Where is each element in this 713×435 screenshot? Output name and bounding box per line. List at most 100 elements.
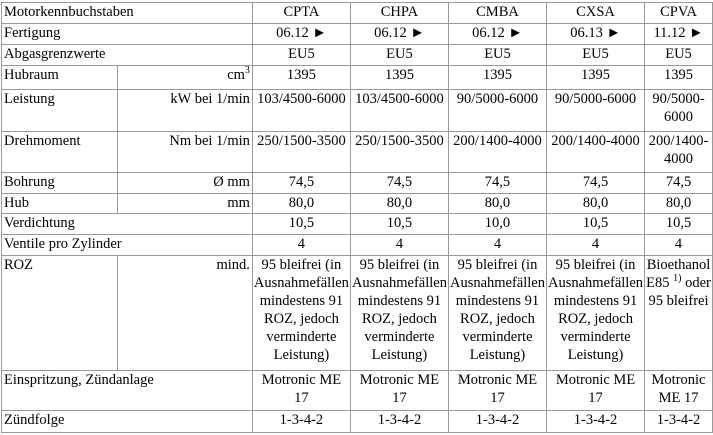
table-row: Hub mm 80,0 80,0 80,0 80,0 80,0 bbox=[1, 193, 713, 214]
row-label: ROZ bbox=[1, 255, 118, 371]
row-label: Ventile pro Zylinder bbox=[1, 234, 253, 256]
table-row: ROZ mind. 95 bleifrei (in Ausnahmefällen m… bbox=[1, 255, 713, 371]
value-cell: 10,5 bbox=[545, 213, 646, 235]
row-label: Drehmoment bbox=[1, 131, 118, 173]
value-cell: 10,5 bbox=[251, 213, 351, 235]
value-cell: 90/5000-6000 bbox=[447, 89, 548, 132]
value-cell: 1-3-4-2 bbox=[349, 410, 449, 433]
fuel-text: Bioethanol E85 bbox=[646, 257, 711, 291]
value-cell: 80,0 bbox=[447, 193, 548, 214]
column-header-cpva: CPVA bbox=[644, 2, 713, 24]
value-cell: 200/1400-4000 bbox=[545, 131, 646, 173]
value-cell: 4 bbox=[447, 234, 548, 256]
value-cell: Motronic ME 17 bbox=[251, 370, 351, 411]
value-cell: 1395 bbox=[644, 65, 713, 90]
row-unit: cm3 bbox=[116, 65, 253, 90]
value-cell: 95 bleifrei (in Ausnahmefällen mindesten… bbox=[545, 255, 646, 371]
footnote-marker: 1) bbox=[673, 273, 682, 285]
row-label: Leistung bbox=[1, 89, 118, 132]
value-cell: EU5 bbox=[545, 44, 646, 66]
row-unit: Nm bei 1/min bbox=[116, 131, 253, 173]
value-cell: 200/1400-4000 bbox=[644, 131, 713, 173]
value-cell: EU5 bbox=[349, 44, 449, 66]
table-row: Bohrung Ø mm 74,5 74,5 74,5 74,5 74,5 bbox=[1, 172, 713, 194]
value-cell: 10,5 bbox=[644, 213, 713, 235]
value-cell: 10,0 bbox=[447, 213, 548, 235]
fuel-alt-text: oder 95 bleifrei bbox=[648, 275, 711, 309]
value-cell: 95 bleifrei (in Ausnahmefällen mindesten… bbox=[251, 255, 351, 371]
value-cell: 1395 bbox=[545, 65, 646, 90]
value-cell: 06.13 ► bbox=[545, 23, 646, 45]
unit-superscript: 3 bbox=[244, 65, 250, 77]
column-header-cpta: CPTA bbox=[251, 2, 351, 24]
table-row: Verdichtung 10,5 10,5 10,0 10,5 10,5 bbox=[1, 213, 713, 235]
row-unit: mm bbox=[116, 193, 253, 214]
row-label: Einspritzung, Zündanlage bbox=[1, 370, 253, 411]
value-cell: Motronic ME 17 bbox=[349, 370, 449, 411]
table-row: Abgasgrenzwerte EU5 EU5 EU5 EU5 EU5 bbox=[1, 44, 713, 66]
header-label: Motorkennbuchstaben bbox=[1, 2, 253, 24]
value-cell: EU5 bbox=[644, 44, 713, 66]
row-unit: mind. bbox=[116, 255, 253, 371]
value-cell: 200/1400-4000 bbox=[447, 131, 548, 173]
table-row: Leistung kW bei 1/min 103/4500-6000 103/450… bbox=[1, 89, 713, 132]
value-cell: 90/5000-6000 bbox=[644, 89, 713, 132]
value-cell: 06.12 ► bbox=[349, 23, 449, 45]
value-cell: 74,5 bbox=[644, 172, 713, 194]
value-cell: 1395 bbox=[349, 65, 449, 90]
row-label: Zündfolge bbox=[1, 410, 253, 433]
unit-text: Nm bei 1/min bbox=[169, 133, 250, 149]
value-cell: Motronic ME 17 bbox=[447, 370, 548, 411]
table-row: Ventile pro Zylinder 4 4 4 4 4 bbox=[1, 234, 713, 256]
column-header-chpa: CHPA bbox=[349, 2, 449, 24]
table-row: Einspritzung, Zündanlage Motronic ME 17 Mo… bbox=[1, 370, 713, 411]
table-row: Zündfolge 1-3-4-2 1-3-4-2 1-3-4-2 1-3-4-2 1-3… bbox=[1, 410, 713, 433]
value-cell: 80,0 bbox=[545, 193, 646, 214]
value-cell: 103/4500-6000 bbox=[251, 89, 351, 132]
value-cell: 1-3-4-2 bbox=[447, 410, 548, 433]
row-label: Hubraum bbox=[1, 65, 118, 90]
value-cell: 90/5000-6000 bbox=[545, 89, 646, 132]
row-label: Abgasgrenzwerte bbox=[1, 44, 253, 66]
value-cell: 95 bleifrei (in Ausnahmefällen mindesten… bbox=[349, 255, 449, 371]
value-cell: 1-3-4-2 bbox=[251, 410, 351, 433]
value-cell: 1-3-4-2 bbox=[545, 410, 646, 433]
value-cell: 74,5 bbox=[251, 172, 351, 194]
unit-text: mind. bbox=[216, 257, 250, 273]
value-cell: 1395 bbox=[251, 65, 351, 90]
value-cell: 74,5 bbox=[545, 172, 646, 194]
value-cell: Bioethanol E85 1) oder 95 bleifrei bbox=[644, 255, 713, 371]
header-row: Motorkennbuchstaben CPTA CHPA CMBA CXSA CPVA bbox=[1, 2, 713, 24]
unit-text: cm bbox=[227, 67, 245, 83]
table-row: Drehmoment Nm bei 1/min 250/1500-3500 250/1… bbox=[1, 131, 713, 173]
value-cell: 1395 bbox=[447, 65, 548, 90]
row-label: Fertigung bbox=[1, 23, 253, 45]
column-header-cmba: CMBA bbox=[447, 2, 548, 24]
value-cell: 4 bbox=[545, 234, 646, 256]
value-cell: 250/1500-3500 bbox=[251, 131, 351, 173]
value-cell: 250/1500-3500 bbox=[349, 131, 449, 173]
value-cell: 4 bbox=[251, 234, 351, 256]
value-cell: Motronic ME 17 bbox=[545, 370, 646, 411]
value-cell: 10,5 bbox=[349, 213, 449, 235]
value-cell: EU5 bbox=[447, 44, 548, 66]
row-unit: Ø mm bbox=[116, 172, 253, 194]
value-cell: EU5 bbox=[251, 44, 351, 66]
value-cell: 06.12 ► bbox=[447, 23, 548, 45]
unit-text: kW bei 1/min bbox=[170, 91, 250, 107]
value-cell: Motronic ME 17 bbox=[644, 370, 713, 411]
value-cell: 80,0 bbox=[349, 193, 449, 214]
column-header-cxsa: CXSA bbox=[545, 2, 646, 24]
row-label: Verdichtung bbox=[1, 213, 253, 235]
value-cell: 80,0 bbox=[251, 193, 351, 214]
row-label: Hub bbox=[1, 193, 118, 214]
value-cell: 103/4500-6000 bbox=[349, 89, 449, 132]
value-cell: 74,5 bbox=[447, 172, 548, 194]
unit-text: Ø mm bbox=[213, 174, 250, 190]
value-cell: 95 bleifrei (in Ausnahmefällen mindesten… bbox=[447, 255, 548, 371]
row-unit: kW bei 1/min bbox=[116, 89, 253, 132]
value-cell: 11.12 ► bbox=[644, 23, 713, 45]
table-row: Fertigung 06.12 ► 06.12 ► 06.12 ► 06.13 ► 11.… bbox=[1, 23, 713, 45]
value-cell: 1-3-4-2 bbox=[644, 410, 713, 433]
